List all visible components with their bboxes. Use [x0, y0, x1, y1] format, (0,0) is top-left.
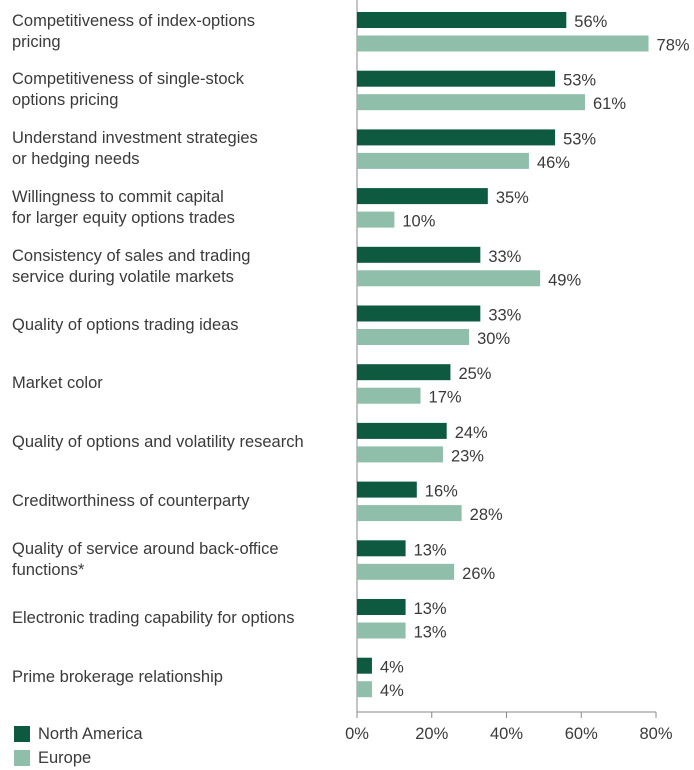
bar-europe [357, 329, 470, 345]
data-label: 16% [425, 483, 458, 501]
data-label: 46% [537, 154, 570, 172]
x-tick-label: 80% [639, 725, 672, 743]
data-label: 53% [563, 72, 596, 90]
data-label: 23% [451, 447, 484, 465]
category-label: Quality of options trading ideas [12, 315, 239, 334]
category-label: Quality of service around back-office fun… [12, 540, 279, 580]
data-label: 24% [455, 424, 488, 442]
data-label: 28% [470, 506, 503, 524]
bar-north-america [357, 246, 481, 263]
data-label: 13% [414, 624, 447, 642]
category-label: Market color [12, 374, 103, 393]
x-tick-label: 60% [565, 725, 598, 743]
bar-europe [357, 505, 462, 522]
bar-north-america [357, 188, 488, 205]
x-tick-label: 20% [415, 725, 448, 743]
category-label: Competitiveness of index-options pricing [12, 11, 256, 51]
bar-north-america [357, 657, 372, 674]
data-label: 33% [488, 248, 521, 266]
legend-swatch [14, 726, 30, 742]
bar-europe [357, 563, 455, 580]
category-label: Competitiveness of single-stock options p… [12, 70, 245, 110]
bar-europe [357, 211, 395, 228]
data-label: 13% [414, 541, 447, 559]
bar-europe [357, 681, 372, 698]
legend: North America Europe [14, 722, 143, 770]
data-label: 53% [563, 130, 596, 148]
category-label: Understand investment strategies or hedgi… [12, 129, 258, 169]
data-label: 49% [548, 271, 581, 289]
data-label: 33% [488, 307, 521, 325]
bar-europe [357, 387, 421, 404]
x-tick-label: 40% [490, 725, 523, 743]
bar-europe [357, 152, 529, 169]
bar-north-america [357, 540, 406, 557]
bar-north-america [357, 12, 567, 28]
data-label: 35% [496, 189, 529, 207]
data-label: 78% [657, 37, 690, 55]
data-label: 10% [402, 213, 435, 231]
bar-north-america [357, 481, 417, 498]
data-label: 30% [477, 330, 510, 348]
data-label: 26% [462, 565, 495, 583]
category-label: Quality of options and volatility resear… [12, 433, 304, 452]
bar-north-america [357, 305, 481, 322]
legend-item: North America [14, 722, 143, 746]
category-label: Willingness to commit capital for larger … [12, 187, 235, 227]
legend-item: Europe [14, 746, 143, 770]
bar-europe [357, 94, 585, 111]
category-label: Creditworthiness of counterparty [12, 491, 250, 510]
bar-europe [357, 622, 406, 639]
data-label: 56% [574, 13, 607, 31]
bar-north-america [357, 422, 447, 439]
bar-north-america [357, 70, 556, 87]
legend-label: North America [38, 724, 143, 743]
data-label: 25% [458, 365, 491, 383]
legend-label: Europe [38, 748, 92, 767]
bar-north-america [357, 364, 451, 381]
bar-north-america [357, 599, 406, 615]
data-label: 17% [429, 389, 462, 407]
category-label: Electronic trading capability for option… [12, 609, 295, 628]
data-label: 61% [593, 95, 626, 113]
legend-swatch [14, 750, 30, 766]
data-label: 4% [380, 682, 404, 700]
bar-europe [357, 270, 541, 287]
bar-europe [357, 35, 649, 52]
category-label: Consistency of sales and trading service … [12, 246, 251, 286]
data-label: 4% [380, 659, 404, 677]
category-label: Prime brokerage relationship [12, 667, 223, 686]
bar-europe [357, 446, 443, 463]
data-label: 13% [414, 600, 447, 618]
x-tick-label: 0% [345, 725, 369, 743]
bar-north-america [357, 129, 556, 146]
